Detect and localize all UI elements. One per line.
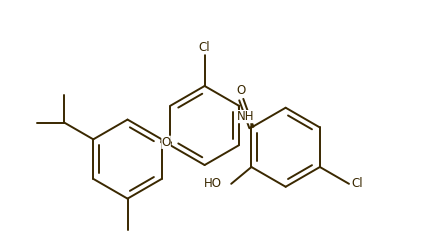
Text: O: O xyxy=(237,84,246,97)
Text: O: O xyxy=(161,136,171,149)
Text: Cl: Cl xyxy=(199,41,211,54)
Text: NH: NH xyxy=(236,110,254,123)
Text: HO: HO xyxy=(204,177,222,190)
Text: Cl: Cl xyxy=(351,177,363,190)
